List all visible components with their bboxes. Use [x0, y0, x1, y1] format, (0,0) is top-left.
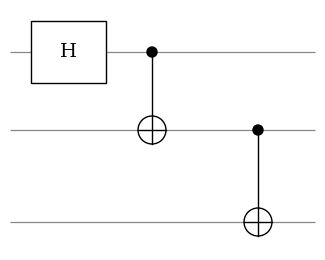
Circle shape	[138, 116, 166, 144]
Circle shape	[147, 47, 157, 57]
Circle shape	[244, 208, 272, 236]
Bar	[31, 21, 106, 83]
Text: H: H	[59, 43, 76, 61]
Circle shape	[253, 125, 263, 135]
